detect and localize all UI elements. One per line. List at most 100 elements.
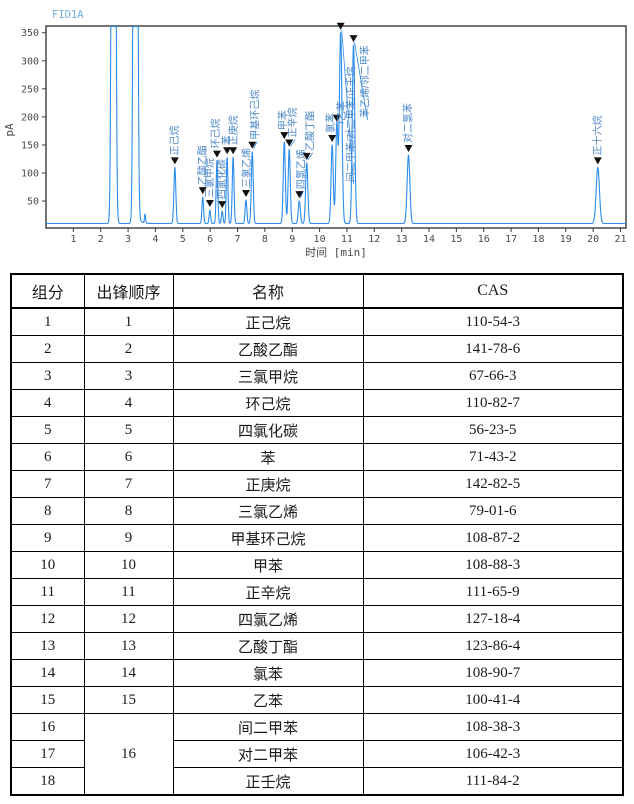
table-row: 6 6 苯 71-43-2: [10, 443, 624, 471]
peak-label: 甲基环己烷: [248, 90, 261, 140]
name-cell: 三氯甲烷: [172, 362, 364, 390]
x-tick-label: 9: [289, 234, 295, 245]
cas-cell: 110-82-7: [362, 389, 624, 417]
peak-marker: [328, 134, 337, 142]
header-name: 名称: [172, 273, 364, 309]
cas-cell: 71-43-2: [362, 443, 624, 471]
cas-cell: 79-01-6: [362, 497, 624, 525]
x-tick-label: 10: [314, 234, 326, 245]
order-cell: 3: [83, 362, 174, 390]
name-cell: 正己烷: [172, 307, 364, 336]
peak-marker: [170, 157, 179, 165]
component-cell: 3: [10, 362, 85, 390]
order-cell: 15: [83, 686, 174, 714]
peak-label: 四氯乙烯: [294, 149, 307, 189]
cas-cell: 108-88-3: [362, 551, 624, 579]
table-row: 9 9 甲基环己烷 108-87-2: [10, 524, 624, 552]
x-tick-label: 12: [368, 234, 380, 245]
table-row: 7 7 正庚烷 142-82-5: [10, 470, 624, 498]
peak-label: 间二甲苯/对二甲苯/正壬烷: [345, 66, 358, 182]
order-cell: 13: [83, 632, 174, 660]
component-cell: 5: [10, 416, 85, 444]
header-elution-order: 出锋顺序: [83, 273, 174, 309]
peak-leader-line: [299, 190, 304, 199]
peak-leader-line: [289, 139, 296, 147]
peak-label: 甲苯: [276, 110, 289, 130]
header-component: 组分: [10, 273, 85, 309]
table-header: 组分 出锋顺序 名称 CAS: [10, 273, 624, 309]
table-row: 2 2 乙酸乙酯 141-78-6: [10, 335, 624, 363]
name-cell: 氯苯: [172, 659, 364, 687]
peak-label: 苯乙烯/邻二甲苯: [359, 45, 372, 118]
y-tick-label: 150: [21, 140, 39, 151]
x-tick-label: 16: [478, 234, 490, 245]
x-tick-label: 21: [615, 234, 627, 245]
table-row: 4 4 环己烷 110-82-7: [10, 389, 624, 417]
signal-trace: [45, 26, 627, 225]
name-cell: 甲苯: [172, 551, 364, 579]
table-row: 10 10 甲苯 108-88-3: [10, 551, 624, 579]
order-cell: 4: [83, 389, 174, 417]
table-row: 15 15 乙苯 100-41-4: [10, 686, 624, 714]
name-cell: 甲基环己烷: [172, 524, 364, 552]
name-cell: 对二甲苯: [172, 740, 364, 768]
component-cell: 7: [10, 470, 85, 498]
x-tick-label: 7: [234, 234, 240, 245]
order-cell: 1: [83, 307, 174, 336]
table-row: 16 16 间二甲苯 108-38-3: [10, 713, 624, 796]
component-cell: 1: [10, 307, 85, 336]
y-tick-label: 50: [27, 197, 39, 208]
chromatogram-panel: FID1A pA 时间 [min] 50 100 150 200 250 300 350 1 2 3 4 5…: [0, 0, 634, 266]
peak-leader-line: [341, 29, 355, 185]
y-tick-label: 200: [21, 112, 39, 123]
component-cell: 6: [10, 443, 85, 471]
cas-cell: 111-65-9: [362, 578, 624, 606]
x-tick-label: 8: [262, 234, 268, 245]
peak-label: 正辛烷: [286, 107, 299, 137]
cas-cell: 106-42-3: [362, 740, 624, 768]
peak-label: 三氯乙烯: [240, 148, 253, 188]
name-cell: 环己烷: [172, 389, 364, 417]
component-cell: 4: [10, 389, 85, 417]
x-tick-label: 5: [180, 234, 186, 245]
cas-cell: 123-86-4: [362, 632, 624, 660]
cas-cell: 108-87-2: [362, 524, 624, 552]
x-tick-label: 18: [532, 234, 544, 245]
detector-label: FID1A: [52, 9, 84, 21]
peak-label: 正十六烷: [591, 115, 604, 155]
peak-leader-line: [354, 42, 368, 121]
order-cell: 9: [83, 524, 174, 552]
table-row: 12 12 四氯乙烯 127-18-4: [10, 605, 624, 633]
name-cell: 四氯乙烯: [172, 605, 364, 633]
cas-cell: 100-41-4: [362, 686, 624, 714]
peak-marker: [205, 200, 214, 208]
cas-cell: 56-23-5: [362, 416, 624, 444]
header-cas: CAS: [362, 273, 624, 309]
cas-cell: 67-66-3: [362, 362, 624, 390]
peak-marker: [285, 139, 294, 147]
x-axis-title: 时间 [min]: [305, 246, 367, 259]
cas-cell: 108-38-3: [362, 713, 624, 741]
peak-label: 乙苯: [335, 101, 348, 121]
table-body: 1 1 正己烷 110-54-3 2 2 乙酸乙酯 141-78-6 3 3 三氯甲烷 67-66-3…: [10, 307, 624, 796]
x-tick-label: 4: [152, 234, 158, 245]
table-row: 18 正壬烷 111-84-2: [10, 767, 624, 796]
component-cell: 13: [10, 632, 85, 660]
component-cell: 18: [10, 767, 85, 796]
name-cell: 正庚烷: [172, 470, 364, 498]
order-cell: 7: [83, 470, 174, 498]
peak-label: 氯苯: [324, 113, 337, 133]
peak-marker: [404, 145, 413, 153]
peak-marker: [223, 147, 232, 155]
peak-leader-line: [307, 152, 314, 161]
component-cell: 9: [10, 524, 85, 552]
y-tick-label: 250: [21, 84, 39, 95]
table-row: 11 11 正辛烷 111-65-9: [10, 578, 624, 606]
name-cell: 乙苯: [172, 686, 364, 714]
peak-label: 乙酸乙酯: [196, 145, 209, 185]
x-tick-label: 19: [560, 234, 572, 245]
x-tick-label: 17: [505, 234, 517, 245]
table-row: 14 14 氯苯 108-90-7: [10, 659, 624, 687]
component-cell: 14: [10, 659, 85, 687]
